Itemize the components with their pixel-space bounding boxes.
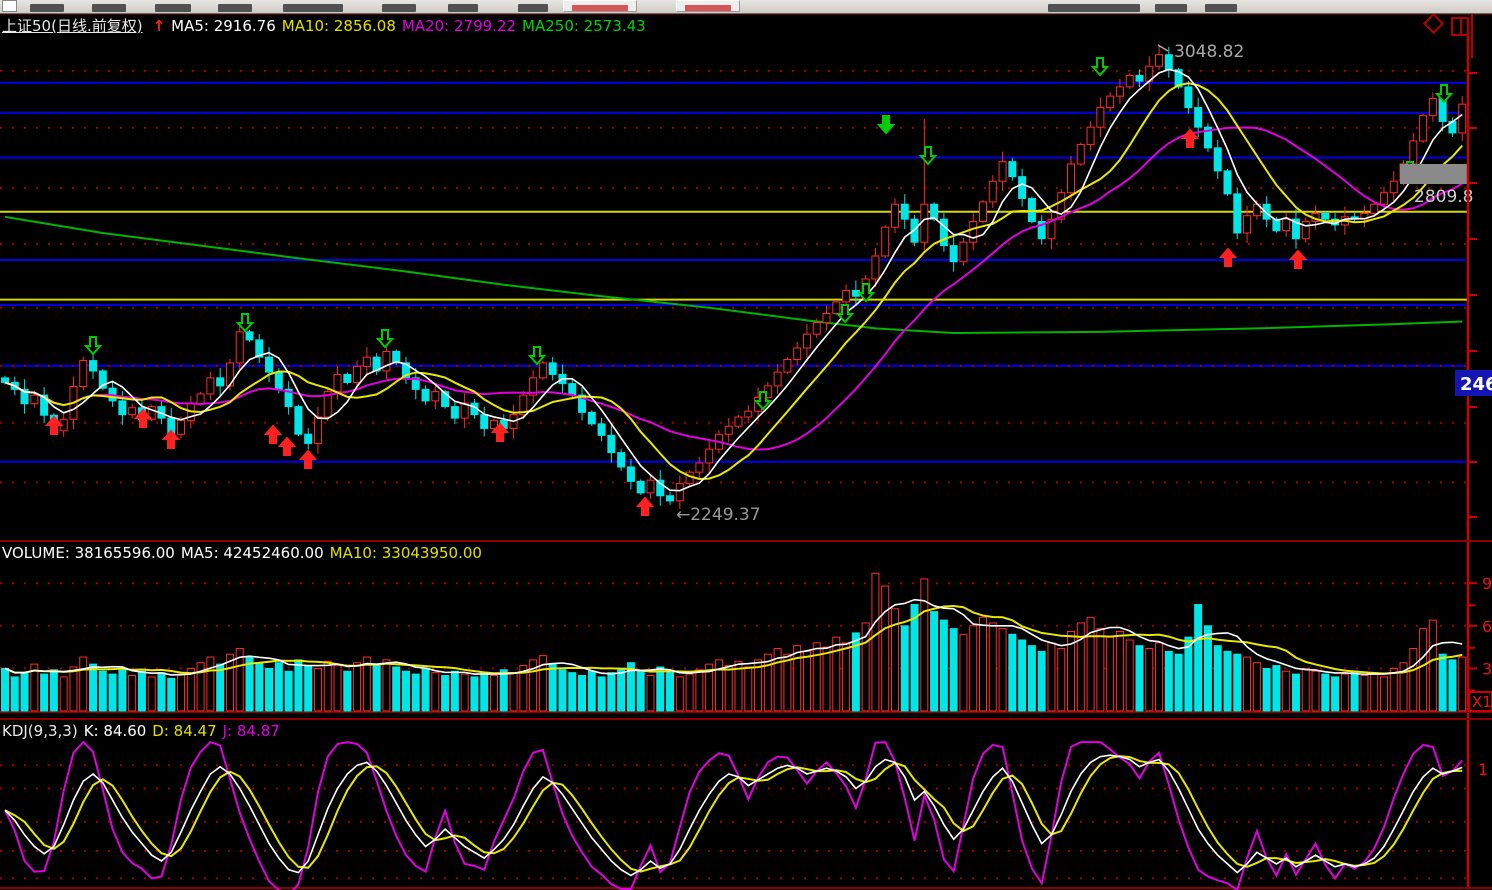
ma10-value: MA10: 2856.08 [281,17,396,35]
buy-signal-arrow [161,429,181,449]
panel-dividers [0,13,1492,889]
menu-item[interactable] [92,4,126,12]
ma250-line [4,215,1463,335]
volume-bars[interactable] [1,572,1467,712]
volume-ma5-value: MA5: 42452460.00 [180,544,324,562]
kdj-j-line [4,740,1463,890]
chart-tool-icons[interactable] [1422,12,1473,58]
kdj-axis-label: 1 [1478,760,1488,779]
sell-signal-arrow [918,146,938,166]
ma10-line [4,82,1463,480]
volume-header: VOLUME: 38165596.00 MA5: 42452460.00 MA10:… [2,544,488,562]
sell-signal-arrow [1090,57,1110,77]
volume-axis-label: 6 [1482,617,1492,636]
menu-item[interactable] [155,4,191,12]
volume-axis-label: 3 [1482,659,1492,678]
buy-signal-arrow [1218,247,1238,267]
kdj-k-value: K: 84.60 [83,722,147,740]
volume-ma5-line [4,598,1463,676]
ma250-value: MA250: 2573.43 [522,17,646,35]
volume-ma10-value: MA10: 33043950.00 [329,544,482,562]
low-price-label: ←2249.37 [676,505,761,525]
candles-layer[interactable] [1,45,1467,509]
sell-signal-arrow [835,304,855,324]
sell-signal-arrow [375,329,395,349]
volume-axis-label: 9 [1482,574,1492,593]
chart-title: 上证50(日线.前复权) [2,17,143,35]
ma5-line [4,68,1463,492]
diamond-icon [1422,12,1445,35]
ma5-value: MA5: 2916.76 [171,17,276,35]
menu-item[interactable] [1205,4,1237,12]
price-annotations: 3048.82 ←2249.37 2809.8 [676,42,1473,525]
window-icon[interactable] [2,0,17,12]
sell-signal-arrow [876,115,896,135]
kdj-header: KDJ(9,3,3) K: 84.60 D: 84.47 J: 84.87 [2,722,286,740]
menu-button-red-1[interactable] [563,0,637,12]
ma20-value: MA20: 2799.22 [401,17,517,35]
last-price-band [1400,164,1468,184]
menu-item[interactable] [448,4,478,12]
buy-signal-arrow [1180,128,1200,148]
high-price-label: 3048.82 [1174,42,1244,62]
ma20-line [4,126,1463,451]
menu-item[interactable] [1048,4,1140,12]
sell-signal-arrow [1434,84,1454,104]
price-gridlines [0,69,1468,484]
menu-item[interactable] [518,4,548,12]
kdj-k-line [4,754,1463,877]
kdj-j-value: J: 84.87 [222,722,280,740]
menu-item[interactable] [382,4,416,12]
volume-value: VOLUME: 38165596.00 [2,544,175,562]
menu-item[interactable] [218,4,252,12]
buy-signal-arrow [133,408,153,428]
volume-ma10-line [4,605,1463,675]
signal-arrows [44,57,1454,516]
price-axis: 246 [1455,20,1492,888]
buy-signal-arrow [635,496,655,516]
buy-signal-arrow [298,449,318,469]
sell-signal-arrow [527,346,547,366]
kdj-d-value: D: 84.47 [152,722,217,740]
kdj-name: KDJ(9,3,3) [2,722,78,740]
menu-button-red-2[interactable] [676,0,740,12]
sell-signal-arrow [83,336,103,356]
buy-signal-arrow [490,422,510,442]
main-chart-header: 上证50(日线.前复权) ↑ MA5: 2916.76 MA10: 2856.08 MA… [2,15,652,36]
sell-signal-arrow [753,391,773,411]
axis-price-label: 246 [1460,374,1492,395]
kdj-d-line [4,755,1463,873]
buy-signal-arrow [44,415,64,435]
menu-bar[interactable] [0,0,1492,14]
buy-signal-arrow [263,424,283,444]
sell-signal-arrow [856,283,876,303]
buy-signal-arrow [1288,249,1308,269]
buy-signal-icon: ↑ [152,17,166,35]
menu-item[interactable] [1155,4,1187,12]
menu-item[interactable] [283,4,343,12]
volume-multiplier: X1 [1468,691,1492,712]
buy-signal-arrow [277,436,297,456]
sell-signal-arrow [235,313,255,333]
menu-item[interactable] [30,4,64,12]
volume-multiplier-label: X1 [1472,693,1492,711]
kdj-axis: 1 [1478,760,1488,779]
last-price-label: 2809.8 [1414,187,1473,207]
